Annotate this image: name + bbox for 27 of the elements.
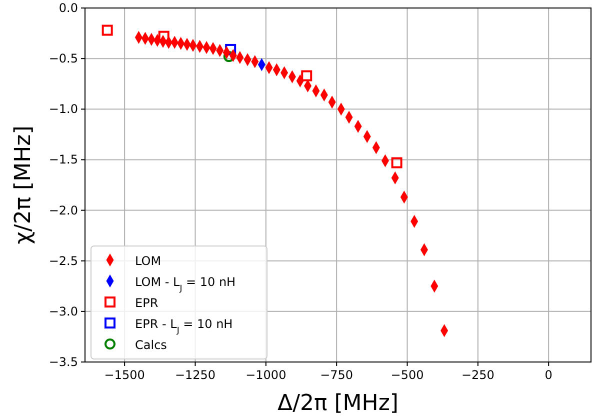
y-tick-label: −2.5 <box>48 254 78 268</box>
y-tick-label: −2.0 <box>48 203 78 218</box>
y-axis-title: χ/2π [MHz] <box>11 126 36 244</box>
point <box>391 157 402 168</box>
y-tick-label: 0.0 <box>58 1 78 15</box>
x-tick-label: −750 <box>320 368 354 382</box>
legend-label: EPR - L$_{J}$ = 10 nH <box>135 317 233 335</box>
y-tick-label: −1.5 <box>48 152 78 167</box>
x-tick-label: 0 <box>544 368 552 382</box>
y-tick-label: −1.0 <box>48 102 78 116</box>
y-tick-label: −0.5 <box>48 52 78 66</box>
legend-label: EPR <box>135 296 158 310</box>
x-tick-label: −1500 <box>104 368 145 382</box>
x-tick-label: −500 <box>390 368 424 382</box>
x-tick-label: −1250 <box>174 368 216 382</box>
y-tick-label: −3.5 <box>48 355 78 369</box>
point <box>102 24 113 36</box>
y-tick-label: −3.0 <box>48 304 78 318</box>
legend-label: LOM - L$_{J}$ = 10 nH <box>135 275 236 293</box>
legend-label: LOM <box>135 254 162 268</box>
x-tick-label: −250 <box>461 368 494 382</box>
legend-label: Calcs <box>135 338 167 352</box>
x-axis-title: Δ/2π [MHz] <box>278 391 398 416</box>
point <box>158 30 170 42</box>
point <box>301 70 312 82</box>
x-tick-label: −1000 <box>246 368 286 382</box>
point <box>225 44 236 55</box>
